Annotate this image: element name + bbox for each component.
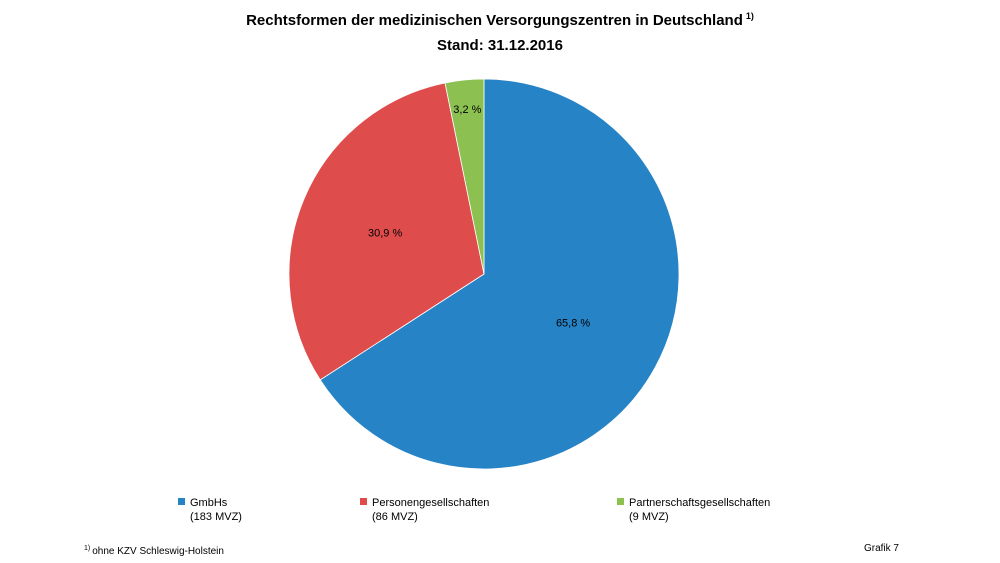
pie-slice-gmbhs bbox=[319, 78, 680, 470]
pie-slice-personengesellschaften bbox=[288, 82, 485, 381]
legend-count-gmbhs: (183 MVZ) bbox=[190, 511, 242, 523]
legend-marker-gmbhs bbox=[178, 498, 185, 505]
legend-count-partnerschaftsgesellschaften: (9 MVZ) bbox=[629, 511, 669, 523]
footnote-marker: 1) bbox=[84, 545, 91, 552]
legend-count-personengesellschaften: (86 MVZ) bbox=[372, 511, 418, 523]
title-footnote-marker: 1) bbox=[745, 11, 754, 21]
chart-title-block: Rechtsformen der medizinischen Versorgun… bbox=[0, 4, 1000, 58]
figure-number: Grafik 7 bbox=[863, 543, 899, 554]
legend-marker-partnerschaftsgesellschaften bbox=[617, 498, 624, 505]
slice-label-partnerschaftsgesellschaften: 3,2 % bbox=[453, 104, 481, 116]
legend-label-gmbhs: GmbHs bbox=[190, 497, 228, 509]
chart-title-text: Rechtsformen der medizinischen Versorgun… bbox=[246, 12, 743, 29]
slice-label-gmbhs: 65,8 % bbox=[556, 317, 590, 329]
legend-label-partnerschaftsgesellschaften: Partnerschaftsgesellschaften bbox=[629, 497, 771, 509]
pie-slice-partnerschaftsgesellschaften bbox=[444, 78, 485, 275]
footnote: 1) ohne KZV Schleswig-Holstein bbox=[84, 545, 224, 557]
legend-item-gmbhs: GmbHs (183 MVZ) bbox=[178, 496, 242, 524]
slice-label-personengesellschaften: 30,9 % bbox=[368, 227, 402, 239]
legend-marker-personengesellschaften bbox=[360, 498, 367, 505]
legend-item-partnerschaftsgesellschaften: Partnerschaftsgesellschaften (9 MVZ) bbox=[617, 496, 770, 524]
legend-item-personengesellschaften: Personengesellschaften (86 MVZ) bbox=[360, 496, 489, 524]
chart-title: Rechtsformen der medizinischen Versorgun… bbox=[0, 4, 1000, 33]
footnote-text: ohne KZV Schleswig-Holstein bbox=[92, 546, 224, 557]
chart-subtitle: Stand: 31.12.2016 bbox=[437, 37, 563, 54]
legend-label-personengesellschaften: Personengesellschaften bbox=[372, 497, 490, 509]
